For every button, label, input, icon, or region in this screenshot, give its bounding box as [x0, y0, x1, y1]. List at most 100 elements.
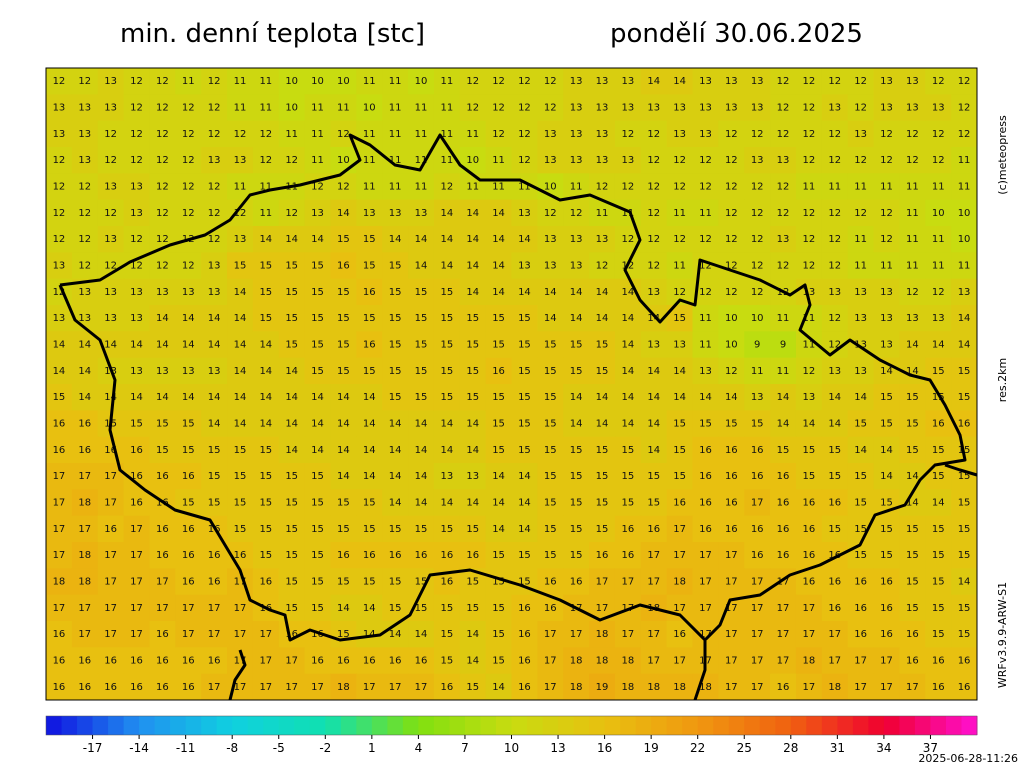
colorbar-segment	[775, 716, 792, 735]
grid-cell	[252, 621, 280, 648]
cell-value: 12	[285, 155, 298, 166]
colorbar-segment	[945, 716, 962, 735]
cell-value: 13	[673, 129, 686, 140]
cell-value: 10	[285, 103, 298, 114]
grid-cell	[692, 568, 719, 596]
cell-value: 13	[570, 234, 583, 245]
grid-cell	[770, 673, 797, 701]
grid-cell	[278, 226, 306, 253]
grid-cell	[873, 515, 900, 543]
grid-cell	[123, 410, 150, 438]
cell-value: 15	[492, 340, 505, 351]
cell-value: 17	[725, 603, 738, 614]
cell-value: 15	[518, 419, 531, 430]
cell-value: 15	[311, 550, 324, 561]
grid-cell	[795, 647, 823, 675]
cell-value: 14	[958, 313, 971, 324]
grid-cell	[46, 305, 73, 332]
cell-value: 15	[259, 313, 272, 324]
grid-cell	[821, 278, 849, 306]
grid-cell	[925, 436, 952, 464]
grid-cell	[821, 621, 849, 648]
grid-cell	[563, 68, 590, 95]
grid-cell	[356, 226, 383, 253]
grid-cell	[408, 647, 435, 675]
cell-value: 15	[259, 287, 272, 298]
grid-cell	[304, 647, 331, 675]
grid-cell	[97, 489, 125, 517]
grid-cell	[408, 252, 435, 280]
grid-cell	[614, 436, 642, 464]
cell-value: 11	[389, 182, 402, 193]
grid-cell	[847, 515, 875, 543]
grid-cell	[899, 199, 926, 227]
cell-value: 17	[130, 524, 143, 535]
grid-cell	[614, 463, 642, 490]
cell-value: 16	[932, 419, 945, 430]
cell-value: 15	[647, 471, 660, 482]
grid-cell	[951, 120, 978, 148]
cell-value: 12	[130, 129, 143, 140]
grid-cell	[744, 120, 771, 148]
grid-cell	[433, 410, 461, 438]
grid-cell	[563, 94, 590, 122]
cell-value: 15	[415, 577, 428, 588]
cell-value: 13	[906, 76, 919, 87]
cell-value: 16	[363, 340, 376, 351]
grid-cell	[847, 594, 875, 622]
cell-value: 15	[363, 498, 376, 509]
cell-value: 12	[828, 76, 841, 87]
cell-value: 16	[828, 550, 841, 561]
cell-value: 12	[932, 287, 945, 298]
grid-cell	[71, 199, 99, 227]
grid-cell	[433, 357, 461, 385]
grid-cell	[563, 384, 590, 411]
cell-value: 15	[337, 313, 350, 324]
cell-value: 15	[440, 603, 453, 614]
grid-cell	[873, 252, 900, 280]
grid-cell	[640, 94, 668, 122]
grid-cell	[563, 463, 590, 490]
cell-value: 12	[156, 208, 169, 219]
grid-cell	[563, 410, 590, 438]
cell-value: 14	[518, 524, 531, 535]
grid-cell	[847, 673, 875, 701]
cell-value: 11	[259, 208, 272, 219]
grid-cell	[227, 199, 254, 227]
grid-cell	[123, 94, 150, 122]
cell-value: 11	[234, 76, 247, 87]
cell-value: 13	[570, 103, 583, 114]
cell-value: 15	[880, 550, 893, 561]
grid-cell	[201, 357, 228, 385]
cell-value: 13	[803, 392, 816, 403]
cell-value: 13	[777, 234, 790, 245]
grid-cell	[718, 199, 745, 227]
grid-cell	[459, 120, 487, 148]
grid-cell	[71, 384, 99, 411]
cell-value: 13	[104, 313, 117, 324]
grid-cell	[252, 94, 280, 122]
grid-cell	[459, 515, 487, 543]
cell-value: 18	[673, 682, 686, 693]
grid-cell	[356, 410, 383, 438]
cell-value: 17	[53, 550, 66, 561]
cell-value: 14	[104, 340, 117, 351]
grid-cell	[563, 515, 590, 543]
cell-value: 15	[466, 313, 479, 324]
colorbar-segment	[108, 716, 125, 735]
grid-cell	[614, 568, 642, 596]
grid-cell	[227, 331, 254, 359]
cell-value: 17	[208, 682, 221, 693]
cell-value: 14	[234, 313, 247, 324]
cell-value: 16	[182, 550, 195, 561]
cell-value: 13	[880, 76, 893, 87]
cell-value: 13	[647, 103, 660, 114]
grid-cell	[589, 331, 616, 359]
grid-cell	[718, 173, 745, 201]
grid-cell	[46, 621, 73, 648]
cell-value: 11	[854, 182, 867, 193]
cell-value: 11	[751, 366, 764, 377]
cell-value: 16	[78, 656, 91, 667]
grid-cell	[433, 384, 461, 411]
cell-value: 13	[699, 76, 712, 87]
